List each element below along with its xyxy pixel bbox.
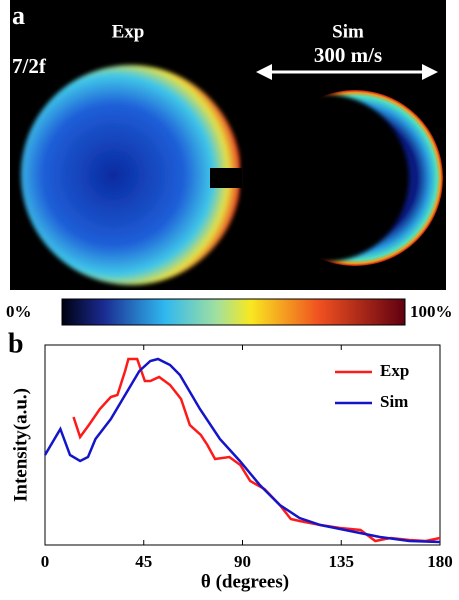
y-axis-label: Intensity(a.u.) xyxy=(10,388,31,502)
data-line xyxy=(43,357,441,544)
exp-title: Exp xyxy=(112,21,145,42)
panel-label: b xyxy=(8,328,24,359)
x-tick-label: 180 xyxy=(427,552,453,571)
arrow-head xyxy=(422,64,438,80)
sim-title: Sim xyxy=(332,21,364,42)
colorbar-max: 100% xyxy=(410,302,453,321)
exp-image xyxy=(21,65,241,285)
x-tick-label: 135 xyxy=(329,552,355,571)
x-tick-label: 90 xyxy=(234,552,251,571)
scale-label: 300 m/s xyxy=(314,43,382,67)
sim-shadow xyxy=(241,94,409,262)
colorbar-min: 0% xyxy=(6,302,32,321)
colorbar xyxy=(61,298,406,326)
x-axis-label: θ (degrees) xyxy=(201,571,289,592)
legend-label: Sim xyxy=(380,392,408,411)
data-line xyxy=(72,357,441,543)
panel-label: a xyxy=(12,1,25,30)
x-tick-label: 0 xyxy=(41,552,50,571)
beam-block xyxy=(210,168,242,188)
arrow-head xyxy=(256,64,272,80)
legend-label: Exp xyxy=(380,361,409,380)
frequency-label: 7/2f xyxy=(12,54,47,78)
x-tick-label: 45 xyxy=(135,552,152,571)
